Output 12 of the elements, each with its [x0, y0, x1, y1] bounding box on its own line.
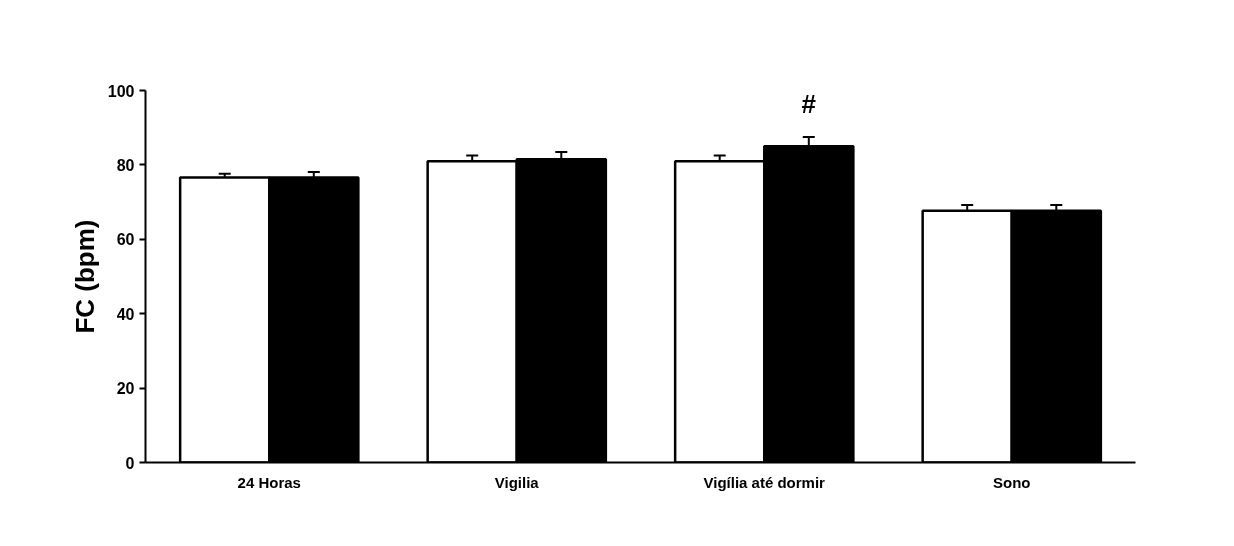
y-axis-title: FC (bpm) — [69, 219, 100, 334]
y-tick-label: 20 — [116, 380, 135, 398]
x-tick-label: Sono — [993, 473, 1031, 491]
x-tick-label: 24 Horas — [237, 473, 301, 491]
y-tick-label: 60 — [116, 231, 135, 249]
y-tick-label: 40 — [116, 305, 135, 323]
annotation: # — [801, 89, 817, 119]
x-tick-label: Vigília até dormir — [703, 473, 826, 491]
y-tick-label: 100 — [107, 82, 135, 100]
y-tick-label: 0 — [125, 454, 135, 472]
x-tick-label: Vigilia — [494, 473, 540, 491]
y-tick-label: 80 — [116, 156, 135, 174]
